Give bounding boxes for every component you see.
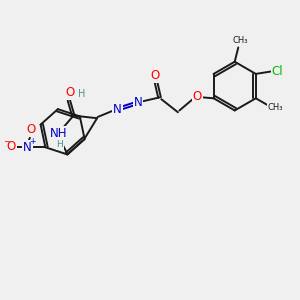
Text: CH₃: CH₃: [232, 36, 248, 45]
Text: O: O: [150, 69, 159, 82]
Text: +: +: [30, 137, 36, 146]
Text: O: O: [26, 123, 35, 136]
Text: O: O: [193, 90, 202, 103]
Text: −: −: [3, 137, 9, 146]
Text: CH₃: CH₃: [267, 103, 283, 112]
Text: N: N: [23, 141, 32, 154]
Text: N: N: [134, 96, 142, 109]
Text: H: H: [78, 89, 85, 99]
Text: N: N: [113, 103, 122, 116]
Text: O: O: [66, 86, 75, 99]
Text: H: H: [57, 140, 63, 149]
Text: O: O: [7, 140, 16, 154]
Text: NH: NH: [50, 127, 67, 140]
Text: Cl: Cl: [272, 65, 283, 78]
